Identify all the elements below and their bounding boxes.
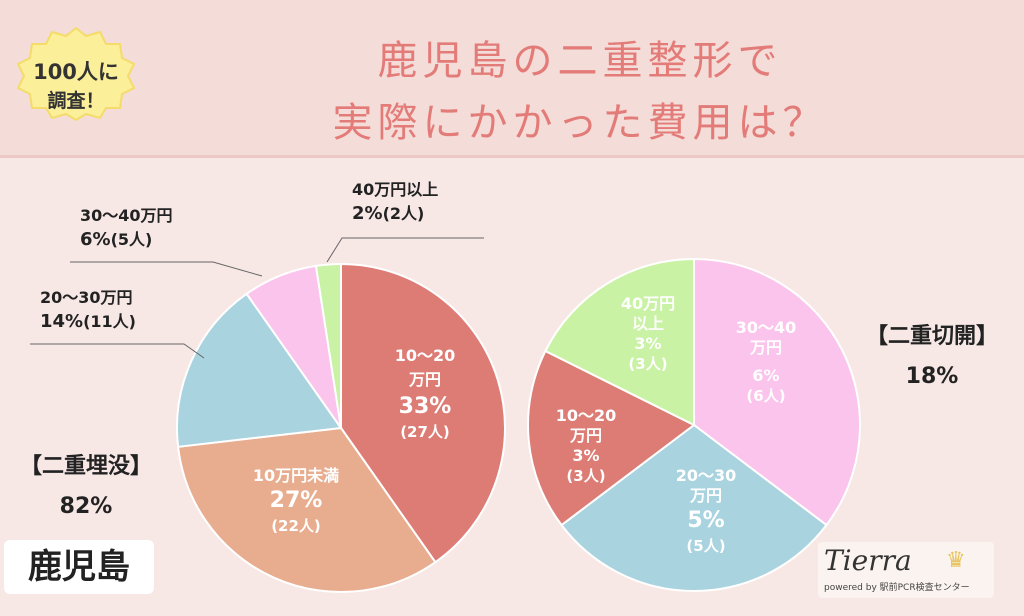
slice-count: (2人) (382, 204, 425, 223)
badge-line2: 調査！ (47, 90, 105, 112)
slice-count: (22人) (271, 517, 321, 535)
slice-percent: 2% (352, 203, 383, 224)
logo-name: Tierra (824, 544, 912, 577)
tierra-logo: Tierra ♛ powered by 駅前PCR検査センター (818, 542, 994, 598)
slice2-label-30-40: 30〜40 万円 6% (6人) (716, 318, 816, 406)
group-name: 【二重切開】 (865, 324, 998, 349)
pie1-slice-4 (314, 262, 342, 429)
slice-name: 10〜20万円 (394, 346, 456, 389)
slice-name-line2: 万円 (689, 486, 722, 505)
slice-name-line2: 万円 (749, 338, 782, 357)
slice2-label-20-30: 20〜30 万円 5% (5人) (656, 466, 756, 556)
page-title-line2: 実際にかかった費用は？ (332, 100, 828, 146)
slice-name-line1: 10〜20 (555, 406, 617, 425)
slice-percent: 14% (40, 311, 84, 332)
slice-percent: 5% (687, 508, 725, 533)
header-divider (0, 155, 1024, 158)
slice-count: (5人) (110, 230, 153, 249)
crown-icon: ♛ (946, 548, 966, 573)
slice-name-line2: 以上 (631, 314, 664, 333)
slice-name: 20〜30万円 (40, 288, 133, 307)
survey-badge: 100人に 調査！ (14, 26, 138, 122)
pie2-slice-3 (544, 257, 695, 427)
badge-line1: 100人に (33, 60, 119, 84)
slice-count: (11人) (83, 312, 136, 331)
leader-line-30-40 (70, 261, 263, 277)
slice-count: (5人) (686, 537, 726, 555)
header-band (0, 0, 1024, 155)
leader-line-40plus (326, 237, 484, 263)
slice-name-line2: 万円 (569, 426, 602, 445)
region-label: 鹿児島 (4, 540, 154, 594)
slice-percent: 3% (634, 334, 662, 353)
slice-name-line1: 40万円 (620, 294, 676, 313)
slice-percent: 6% (80, 229, 111, 250)
slice-name: 30〜40万円 (80, 206, 173, 225)
slice-label-10-20: 10〜20万円 33% (27人) (370, 344, 480, 442)
slice-label-30-40: 30〜40万円 6%(5人) (80, 206, 173, 250)
group-percent: 82% (59, 494, 113, 519)
page-title-line1: 鹿児島の二重整形で (377, 38, 783, 84)
leader-lines (30, 237, 484, 359)
slice-name: 40万円以上 (352, 180, 439, 199)
pie1-slice-0 (340, 262, 506, 564)
pie1-slice-1 (176, 426, 437, 593)
group-label-maibotsu: 【二重埋没】 82% (6, 448, 166, 519)
leader-line-20-30 (30, 343, 205, 359)
pie1-slice-2 (176, 292, 343, 448)
slice-name-line1: 30〜40 (735, 318, 797, 337)
pie-chart-sekkai (527, 257, 861, 592)
slice-count: (3人) (566, 467, 606, 485)
pie2-slice-0 (693, 257, 861, 527)
slice2-label-40plus: 40万円 以上 3% (3人) (608, 294, 688, 374)
slice2-label-10-20: 10〜20 万円 3% (3人) (546, 406, 626, 486)
slice-percent: 33% (398, 394, 452, 419)
slice-percent: 6% (752, 366, 780, 385)
slice-count: (3人) (628, 355, 668, 373)
pie2-slice-1 (560, 423, 828, 592)
slice-percent: 3% (572, 446, 600, 465)
pie-chart-maibotsu (176, 262, 506, 593)
slice-count: (27人) (400, 423, 450, 441)
slice-percent: 27% (269, 488, 323, 513)
group-percent: 18% (905, 364, 959, 389)
slice-label-40plus: 40万円以上 2%(2人) (352, 180, 438, 224)
slice-label-under10: 10万円未満 27% (22人) (226, 466, 366, 536)
slice-count: (6人) (746, 387, 786, 405)
slice-name-line1: 20〜30 (675, 466, 737, 485)
pie2-slice-2 (527, 349, 696, 527)
group-label-sekkai: 【二重切開】 18% (852, 318, 1012, 389)
logo-subtitle: powered by 駅前PCR検査センター (824, 583, 970, 593)
badge-burst-icon (16, 26, 136, 122)
group-name: 【二重埋没】 (19, 454, 152, 479)
slice-name: 10万円未満 (252, 466, 340, 485)
slice-label-20-30: 20〜30万円 14%(11人) (40, 288, 136, 332)
